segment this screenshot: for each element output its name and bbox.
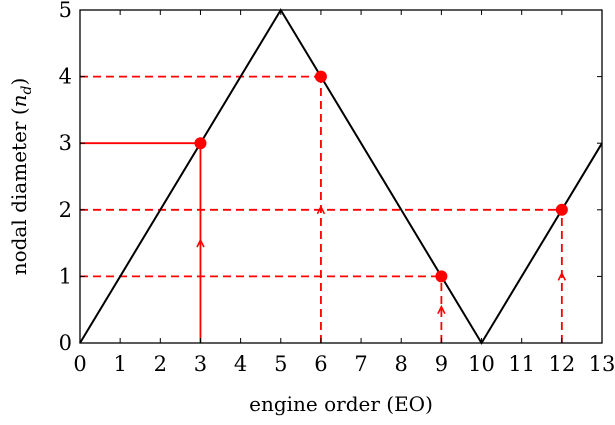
x-tick-label: 4 [234,352,247,376]
plot-frame [79,9,603,344]
resonance-point [435,270,448,283]
x-tick-label: 3 [194,352,207,376]
direction-arrow [437,304,446,315]
resonance-point [314,70,327,83]
x-tick-label: 10 [468,352,495,376]
x-tick-label: 8 [395,352,408,376]
markers-layer [194,70,568,283]
x-tick-label: 12 [548,352,575,376]
resonance-point [194,137,207,150]
y-tick-label: 4 [59,65,72,89]
x-tick-label: 11 [508,352,535,376]
direction-arrow [196,238,205,248]
x-tick-label: 1 [113,352,126,376]
x-tick-label: 0 [73,352,86,376]
x-tick-label: 9 [435,352,448,376]
aliasing-curve-layer [79,8,603,345]
y-axis-label: nodal diameter (nd) [7,78,35,276]
y-tick-label: 2 [59,198,72,222]
x-tick-label: 2 [154,352,167,376]
x-tick-label: 13 [589,352,615,376]
x-tick-label: 5 [274,352,287,376]
y-tick-label: 0 [59,331,72,355]
x-tick-label: 7 [354,352,367,376]
resonance-point [555,203,568,216]
direction-arrow [557,271,567,281]
y-tick-label: 5 [59,0,72,22]
x-tick-label: 6 [314,352,327,376]
y-tick-label: 3 [59,131,72,155]
aliasing-curve [79,8,603,345]
y-tick-label: 1 [59,264,72,288]
direction-arrow [316,205,326,215]
guide-lines [80,75,567,343]
x-axis-label: engine order (EO) [249,392,433,416]
